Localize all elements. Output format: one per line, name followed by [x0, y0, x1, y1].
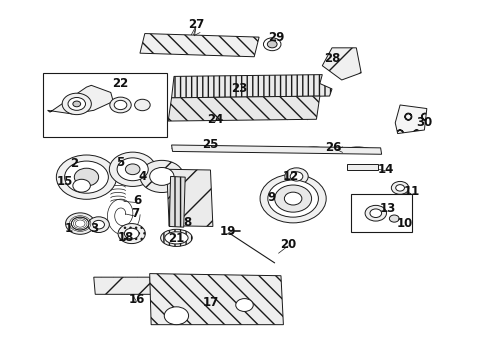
Circle shape	[134, 99, 150, 111]
Circle shape	[68, 98, 85, 111]
Bar	[351, 194, 411, 232]
Bar	[42, 73, 166, 137]
Circle shape	[235, 298, 253, 311]
Circle shape	[88, 217, 109, 233]
Circle shape	[285, 168, 307, 185]
Polygon shape	[140, 33, 259, 57]
Circle shape	[93, 220, 104, 229]
Text: 28: 28	[323, 52, 340, 65]
Text: 23: 23	[231, 82, 247, 95]
Circle shape	[149, 167, 174, 185]
Circle shape	[114, 100, 126, 110]
Circle shape	[365, 205, 386, 221]
Text: 18: 18	[117, 231, 133, 244]
Circle shape	[125, 164, 140, 175]
Circle shape	[73, 179, 90, 192]
Text: 26: 26	[325, 141, 341, 154]
Circle shape	[395, 185, 404, 191]
Text: 21: 21	[168, 233, 184, 246]
Text: 6: 6	[133, 194, 142, 207]
Circle shape	[369, 209, 381, 217]
Circle shape	[110, 97, 131, 113]
Circle shape	[62, 93, 91, 114]
Circle shape	[267, 180, 318, 217]
Circle shape	[164, 307, 188, 325]
Text: 8: 8	[183, 216, 191, 229]
Polygon shape	[47, 85, 113, 114]
Circle shape	[388, 215, 398, 222]
Circle shape	[117, 158, 148, 181]
Circle shape	[73, 101, 81, 107]
Polygon shape	[94, 277, 151, 294]
Text: 13: 13	[379, 202, 395, 215]
Text: 17: 17	[202, 296, 218, 309]
Circle shape	[74, 168, 99, 186]
Circle shape	[267, 41, 277, 48]
Circle shape	[284, 192, 301, 205]
Text: 2: 2	[70, 157, 78, 170]
Text: 4: 4	[138, 170, 146, 183]
Circle shape	[124, 228, 139, 239]
Polygon shape	[168, 96, 319, 121]
Text: 11: 11	[403, 185, 420, 198]
Circle shape	[71, 217, 89, 230]
Text: 7: 7	[131, 207, 139, 220]
Text: 3: 3	[89, 222, 98, 235]
Text: 14: 14	[377, 163, 393, 176]
Circle shape	[260, 174, 325, 223]
Circle shape	[274, 185, 311, 212]
Text: 12: 12	[282, 170, 298, 183]
Polygon shape	[394, 105, 426, 134]
Polygon shape	[171, 75, 331, 98]
Circle shape	[118, 224, 145, 244]
Text: 5: 5	[116, 156, 124, 169]
Circle shape	[289, 172, 302, 181]
Polygon shape	[149, 274, 283, 325]
Text: 25: 25	[202, 138, 218, 151]
Text: 27: 27	[187, 18, 203, 31]
Circle shape	[65, 213, 95, 234]
Polygon shape	[169, 176, 185, 227]
Text: 30: 30	[415, 116, 432, 129]
Text: 10: 10	[396, 217, 412, 230]
Polygon shape	[171, 145, 381, 154]
Text: 16: 16	[128, 293, 144, 306]
Circle shape	[371, 195, 392, 211]
Text: 24: 24	[207, 113, 223, 126]
Circle shape	[263, 38, 281, 51]
Text: 9: 9	[266, 191, 275, 204]
Text: 20: 20	[280, 238, 296, 251]
Polygon shape	[322, 48, 361, 80]
Ellipse shape	[164, 232, 188, 244]
Bar	[346, 163, 377, 170]
Text: 19: 19	[219, 225, 235, 238]
Text: 1: 1	[64, 222, 72, 235]
Text: 22: 22	[112, 77, 128, 90]
Circle shape	[56, 155, 116, 199]
Circle shape	[109, 152, 156, 186]
Text: 15: 15	[56, 175, 73, 188]
Polygon shape	[166, 169, 212, 226]
Circle shape	[390, 181, 408, 194]
Circle shape	[140, 160, 183, 193]
Ellipse shape	[160, 229, 192, 247]
Circle shape	[64, 161, 108, 193]
Text: 29: 29	[267, 31, 284, 44]
